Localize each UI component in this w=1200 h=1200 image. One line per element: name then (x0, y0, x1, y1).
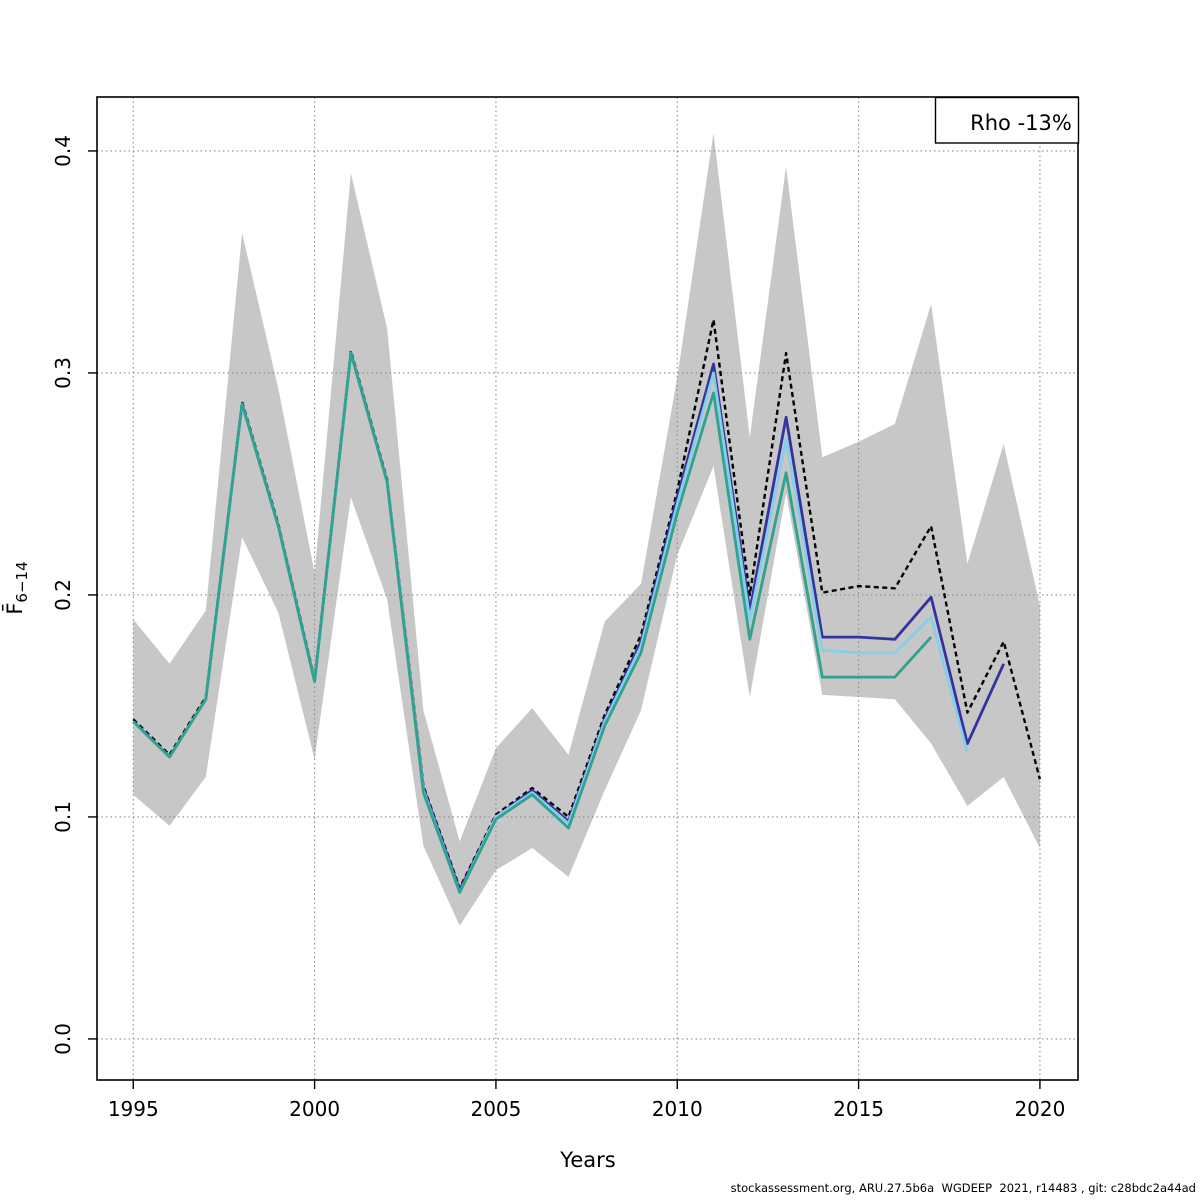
y-axis-title-subscript: 6−14 (13, 561, 31, 602)
plot-border (96, 96, 1079, 1081)
y-tick-label: 0.4 (51, 135, 75, 167)
x-tick-label: 2000 (289, 1097, 340, 1121)
series-lines (132, 318, 1042, 894)
legend-label: Rho -13% (970, 111, 1072, 135)
retro-peel-2017-line (132, 351, 933, 894)
legend-box (934, 96, 1080, 144)
y-axis-tick-labels: 0.0 0.1 0.2 0.3 0.4 (51, 135, 75, 1055)
x-tick-label: 2005 (470, 1097, 521, 1121)
x-tick-label: 2010 (652, 1097, 703, 1121)
y-axis-title: F̄6−14 (2, 561, 31, 614)
y-tick-label: 0.3 (51, 357, 75, 389)
gridlines (97, 97, 1078, 1080)
confidence-band-polygon (133, 133, 1040, 926)
y-tick-label: 0.1 (51, 801, 75, 833)
footer-credit: stockassessment.org, ARU.27.5b6a WGDEEP … (731, 1181, 1196, 1195)
x-tick-label: 2020 (1014, 1097, 1065, 1121)
legend: Rho -13% (934, 96, 1080, 144)
x-tick-label: 2015 (833, 1097, 884, 1121)
x-axis-title: Years (559, 1148, 615, 1172)
y-axis-title-main: F̄ (2, 603, 27, 615)
confidence-band (133, 133, 1040, 926)
y-tick-label: 0.0 (51, 1023, 75, 1055)
axis-ticks (88, 150, 1041, 1089)
y-tick-label: 0.2 (51, 579, 75, 611)
x-axis-tick-labels: 1995 2000 2005 2010 2015 2020 (108, 1097, 1066, 1121)
x-tick-label: 1995 (108, 1097, 159, 1121)
